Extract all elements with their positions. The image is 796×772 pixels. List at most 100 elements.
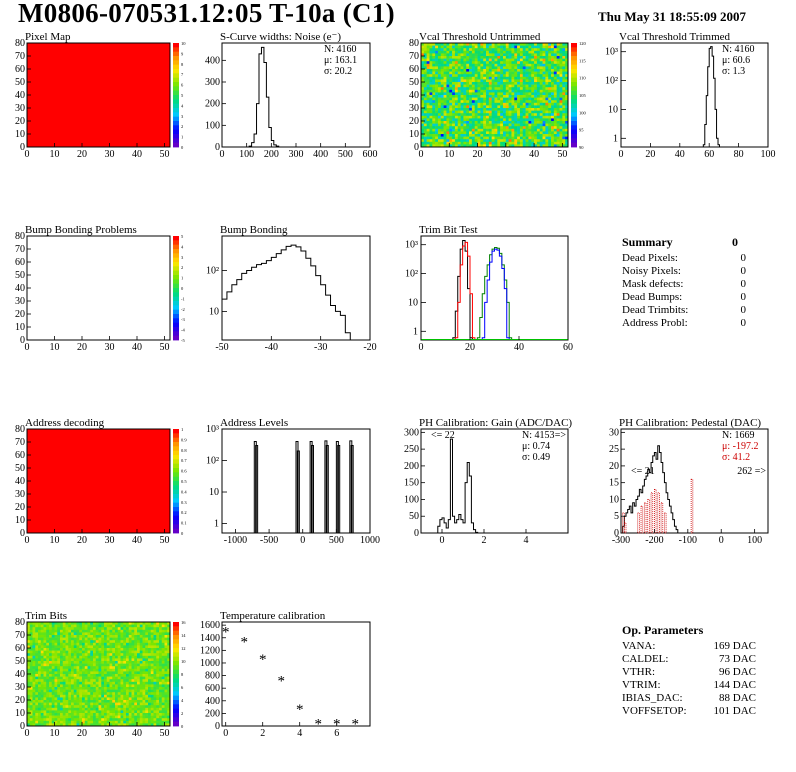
x-tick-label: 20 [465,342,475,353]
heatmap-cell [134,668,138,672]
heatmap-cell [423,69,427,72]
heatmap-cell [43,692,47,696]
heatmap-cell [502,136,507,140]
heatmap-cell [443,63,447,67]
heatmap-cell [486,131,490,135]
heatmap-cell [87,679,91,683]
heatmap-cell [539,144,543,148]
histogram-spike [349,440,353,533]
heatmap-cell [82,679,86,683]
heatmap-cell [79,684,83,688]
histogram-red-bar [650,492,654,534]
heatmap-cell [494,141,498,145]
scatter-point: * [240,635,248,651]
heatmap-cell [131,637,135,641]
heatmap-cell [449,87,453,91]
heatmap-cell [153,648,157,651]
heatmap-cell [159,697,163,701]
palette-cell [173,240,179,246]
x-tick-label: 100 [239,149,254,160]
heatmap-cell [65,668,69,672]
heatmap-cell [95,640,99,644]
heatmap-cell [446,48,450,52]
heatmap-cell [494,126,498,130]
heatmap-cell [491,115,495,119]
heatmap-cell [522,128,526,132]
heatmap-cell [502,121,507,124]
heatmap-cell [101,637,105,641]
heatmap-cell [142,723,146,727]
heatmap-cell [148,679,152,683]
heatmap-cell [559,92,563,96]
heatmap-cell [139,666,143,670]
heatmap-cell [505,74,509,78]
heatmap-cell [497,141,501,145]
heatmap-cell [32,658,36,662]
heatmap-cell [519,92,524,96]
heatmap-cell [156,642,160,646]
heatmap-cell [93,681,97,685]
heatmap-cell [486,121,490,124]
heatmap-cell [486,45,490,49]
heatmap-cell [539,71,543,75]
heatmap-cell [76,689,80,693]
palette-cell [173,622,179,627]
heatmap-cell [551,118,555,122]
heatmap-cell [505,97,509,101]
heatmap-cell [505,71,509,75]
heatmap-cell [491,45,495,49]
heatmap-cell [497,128,501,132]
heatmap-cell [460,123,464,127]
heatmap-cell [432,87,436,91]
heatmap-cell [93,629,97,633]
heatmap-cell [522,56,526,59]
heatmap-cell [40,697,44,701]
heatmap-cell [87,702,91,706]
heatmap-cell [167,710,171,714]
heatmap-cell [40,720,44,724]
heatmap-cell [79,666,83,670]
heatmap-cell [457,87,461,91]
heatmap-cell [491,79,495,83]
heatmap-cell [112,705,116,709]
heatmap-cell [452,118,456,122]
heatmap-cell [488,53,492,57]
palette-cell [173,502,179,508]
heatmap-cell [519,110,524,114]
heatmap-cell [137,629,141,633]
x-tick-label: 30 [105,535,115,546]
heatmap-cell [517,71,521,75]
heatmap-cell [471,58,476,62]
heatmap-cell [435,97,439,101]
heatmap-cell [123,642,127,646]
y-tick-label: 1200 [200,645,220,656]
heatmap-cell [148,671,152,675]
heatmap-cell [517,105,521,109]
heatmap-cell [167,624,171,628]
heatmap-cell [494,61,498,65]
heatmap-cell [126,640,130,644]
palette-label: 95 [579,128,584,133]
heatmap-cell [161,671,165,675]
heatmap-cell [109,687,113,690]
heatmap-cell [466,95,470,98]
heatmap-cell [440,115,444,119]
heatmap-cell [542,71,546,75]
heatmap-cell [68,679,72,683]
heatmap-cell [104,632,108,636]
heatmap-cell [32,653,36,657]
param-row: VTRIM: 144 DAC [622,679,756,692]
heatmap-cell [60,629,64,633]
heatmap-cell [545,141,549,145]
heatmap-cell [502,105,507,109]
heatmap-cell [435,139,439,143]
summary-label: Dead Trimbits: [622,304,689,316]
heatmap-cell [128,689,132,693]
heatmap-cell [27,723,31,727]
heatmap-cell [117,653,121,657]
heatmap-cell [511,102,515,106]
heatmap-cell [43,650,47,654]
heatmap-cell [153,697,157,701]
heatmap-cell [106,676,110,680]
heatmap-cell [423,89,427,93]
